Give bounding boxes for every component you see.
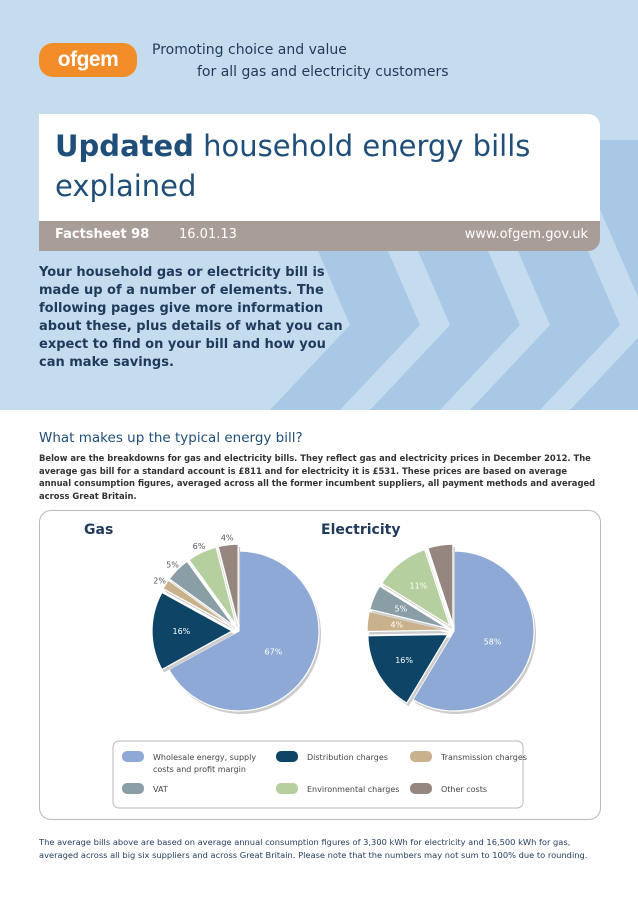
pie-data-label: 6% [193,542,206,551]
legend-swatch-environmental [276,783,298,794]
tagline-line2: for all gas and electricity customers [197,64,449,80]
chart-title: Electricity [321,522,400,538]
pie-slice-other[interactable] [217,543,239,625]
pie-data-label: 16% [173,627,191,636]
website-link[interactable]: www.ofgem.gov.uk [464,227,588,242]
legend-label: Other costs [441,785,487,794]
title-rest: household energy bills explained [55,129,531,203]
legend-label: Wholesale energy, supply [153,753,256,762]
pie-slice-transmission[interactable] [366,610,448,633]
legend-swatch-wholesale [122,751,144,762]
legend-label-line2: costs and profit margin [153,765,246,774]
pie-slice-environmental[interactable] [188,546,237,626]
legend-label: Transmission charges [440,753,527,762]
ofgem-logo[interactable]: ofgem [39,43,137,77]
factsheet-date: 16.01.13 [179,227,237,242]
intro-paragraph: Your household gas or electricity bill i… [39,265,343,370]
legend-label: Distribution charges [307,753,388,762]
pie-data-label: 67% [265,647,283,656]
chart-title: Gas [84,522,113,538]
pie-data-label: 2% [153,577,166,586]
pie-slice-wholesale[interactable] [168,550,320,712]
pie-charts: Gas67%16%2%5%6%4%Electricity58%16%4%5%11… [84,522,537,809]
title-bold: Updated [55,129,194,163]
footnote: The average bills above are based on ave… [39,837,588,860]
hero-banner: ofgem Promoting choice and value for all… [0,0,638,410]
title-panel: Updated household energy bills explained [39,114,600,224]
pie-data-label: 4% [390,621,403,630]
section-heading: What makes up the typical energy bill? [39,430,303,446]
chart-legend [112,740,524,809]
legend-label: Environmental charges [307,785,399,794]
pie-slice-vat[interactable] [369,585,448,629]
legend-swatch-other [410,783,432,794]
pie-slice-environmental[interactable] [380,548,451,627]
pie-data-label: 5% [433,534,446,543]
pie-slice-wholesale[interactable] [412,550,535,712]
factsheet-label: Factsheet 98 [55,227,150,242]
pie-slice-distribution[interactable] [151,591,234,671]
pie-data-label: 16% [395,656,413,665]
charts-panel: Gas 67% 16% 2% 5% 6% 4% Electricity 58% 16% 4% 5% 11… [39,510,601,820]
pie-slice-vat[interactable] [168,560,235,627]
pie-data-label: 11% [410,582,428,591]
factsheet-bar: Factsheet 98 16.01.13 www.ofgem.gov.uk [39,221,600,251]
pie-data-label: 5% [395,605,408,614]
pie-slice-other[interactable] [427,543,454,625]
legend-swatch-vat [122,783,144,794]
pie-data-label: 5% [166,561,179,570]
pie-data-label: 58% [484,638,502,647]
legend-swatch-transmission [410,751,432,762]
pie-slice-transmission[interactable] [162,579,234,628]
tagline-line1: Promoting choice and value [152,42,347,58]
legend-label: VAT [153,785,168,794]
pie-slice-distribution[interactable] [367,633,449,704]
legend-swatch-distribution [276,751,298,762]
page-title: Updated household energy bills explained [55,126,575,206]
pie-data-label: 4% [221,534,234,543]
section-description: Below are the breakdowns for gas and ele… [39,453,596,501]
